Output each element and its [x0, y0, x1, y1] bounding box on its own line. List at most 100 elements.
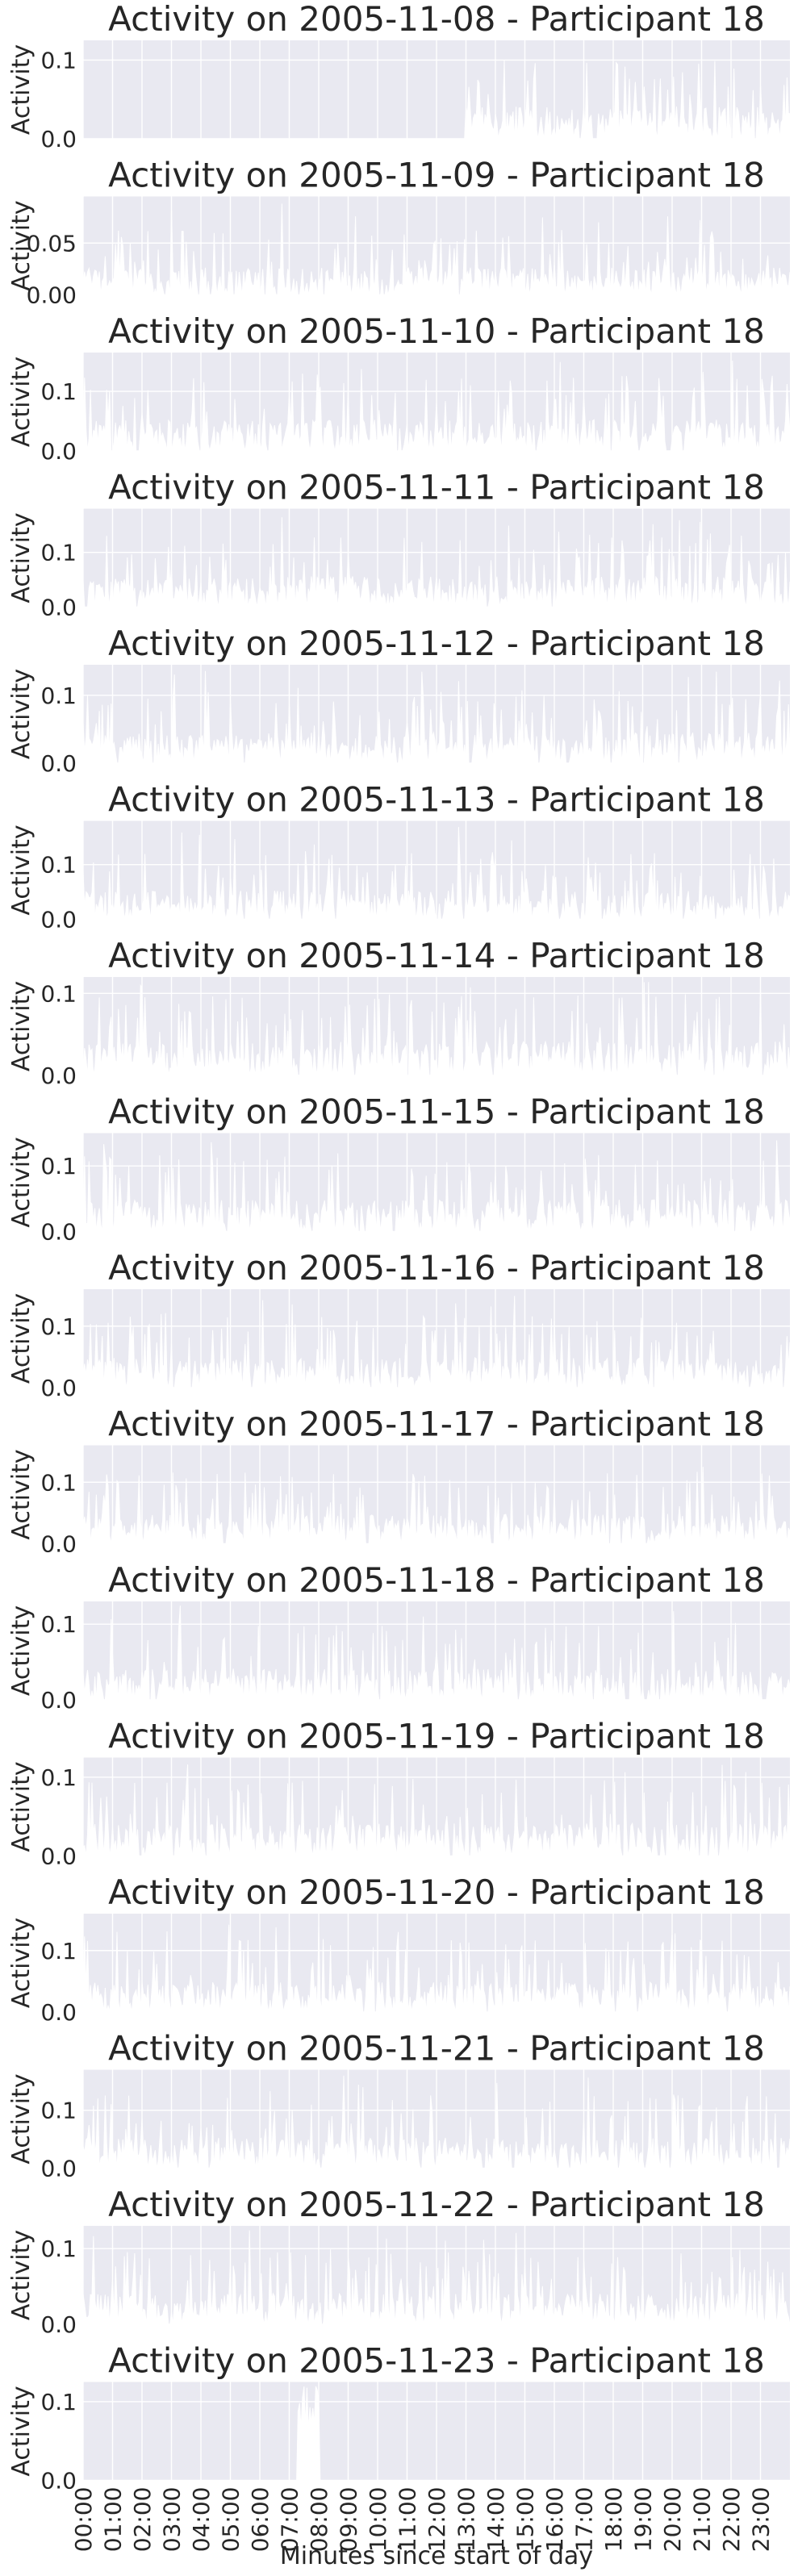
- chart-title: Activity on 2005-11-14 - Participant 18: [108, 936, 765, 975]
- subplot-8: Activity on 2005-11-15 - Participant 18 A…: [7, 1092, 791, 1246]
- activity-series: [82, 1605, 791, 1701]
- chart-title: Activity on 2005-11-08 - Participant 18: [108, 0, 765, 39]
- x-tick-label: 22:00: [718, 2487, 745, 2553]
- subplot-12: Activity on 2005-11-19 - Participant 18 A…: [7, 1717, 791, 1870]
- x-tick-label: 08:00: [306, 2487, 332, 2553]
- subplot-4: Activity on 2005-11-11 - Participant 18 A…: [7, 468, 791, 621]
- activity-series: [82, 2230, 791, 2325]
- chart-title: Activity on 2005-11-13 - Participant 18: [108, 780, 765, 820]
- y-tick-label: 0.0: [40, 907, 77, 933]
- x-tick-label: 15:00: [512, 2487, 539, 2553]
- chart-title: Activity on 2005-11-12 - Participant 18: [108, 624, 765, 663]
- activity-series: [82, 2075, 791, 2169]
- y-tick-label: 0.1: [40, 683, 77, 709]
- y-axis-label: Activity: [7, 357, 36, 447]
- activity-series: [82, 203, 791, 295]
- x-tick-label: 20:00: [659, 2487, 686, 2553]
- y-tick-label: 0.0: [40, 1999, 77, 2026]
- activity-series: [82, 827, 791, 920]
- y-tick-label: 0.0: [40, 750, 77, 777]
- chart-title: Activity on 2005-11-15 - Participant 18: [108, 1092, 765, 1132]
- x-tick-label: 00:00: [70, 2487, 97, 2553]
- y-axis-label: Activity: [7, 1761, 36, 1852]
- x-tick-label: 07:00: [277, 2487, 303, 2553]
- x-tick-label: 23:00: [748, 2487, 775, 2553]
- y-axis-label: Activity: [7, 1449, 36, 1539]
- subplot-6: Activity on 2005-11-13 - Participant 18 A…: [7, 780, 791, 933]
- chart-title: Activity on 2005-11-22 - Participant 18: [108, 2185, 765, 2224]
- x-axis-label: Minutes since start of day: [280, 2542, 593, 2570]
- y-tick-label: 0.1: [40, 378, 77, 405]
- y-axis-label: Activity: [7, 825, 36, 915]
- y-axis-label: Activity: [7, 669, 36, 759]
- y-axis-label: Activity: [7, 2230, 36, 2320]
- y-tick-label: 0.1: [40, 1469, 77, 1496]
- subplot-10: Activity on 2005-11-17 - Participant 18 A…: [7, 1405, 791, 1558]
- y-axis-label: Activity: [7, 200, 36, 290]
- subplot-2: Activity on 2005-11-09 - Participant 18 A…: [7, 156, 791, 309]
- y-axis-label: Activity: [7, 1605, 36, 1696]
- chart-title: Activity on 2005-11-11 - Participant 18: [108, 468, 765, 507]
- activity-series: [82, 1467, 791, 1544]
- x-tick-label: 10:00: [365, 2487, 391, 2553]
- subplot-14: Activity on 2005-11-21 - Participant 18 A…: [7, 2029, 791, 2182]
- x-tick-label: 05:00: [218, 2487, 244, 2553]
- x-tick-label: 21:00: [689, 2487, 716, 2553]
- chart-title: Activity on 2005-11-23 - Participant 18: [108, 2341, 765, 2381]
- y-tick-label: 0.1: [40, 1153, 77, 1179]
- y-tick-label: 0.1: [40, 980, 77, 1007]
- subplot-11: Activity on 2005-11-18 - Participant 18 A…: [7, 1560, 791, 1714]
- chart-title: Activity on 2005-11-10 - Participant 18: [108, 311, 765, 351]
- y-tick-label: 0.0: [40, 126, 77, 152]
- y-axis-label: Activity: [7, 981, 36, 1071]
- subplot-13: Activity on 2005-11-20 - Participant 18 A…: [7, 1873, 791, 2026]
- x-tick-label: 11:00: [395, 2487, 421, 2553]
- activity-series: [82, 982, 791, 1076]
- y-tick-label: 0.0: [40, 1219, 77, 1246]
- x-tick-label: 01:00: [100, 2487, 127, 2553]
- x-tick-label: 13:00: [453, 2487, 480, 2553]
- activity-series: [82, 1764, 791, 1856]
- subplot-16: Activity on 2005-11-23 - Participant 18 A…: [7, 2341, 790, 2495]
- x-tick-label: 12:00: [424, 2487, 450, 2553]
- x-tick-label: 19:00: [630, 2487, 657, 2553]
- y-tick-label: 0.0: [40, 1843, 77, 1870]
- subplot-5: Activity on 2005-11-12 - Participant 18 A…: [7, 624, 791, 777]
- y-tick-label: 0.1: [40, 540, 77, 566]
- chart-title: Activity on 2005-11-19 - Participant 18: [108, 1717, 765, 1756]
- activity-series: [82, 1296, 791, 1388]
- chart-title: Activity on 2005-11-09 - Participant 18: [108, 156, 765, 195]
- y-axis-label: Activity: [7, 44, 36, 135]
- x-tick-label: 06:00: [247, 2487, 274, 2553]
- x-axis: 00:00 01:00 02:00 03:00 04:00 05:00 06:00 07:00…: [70, 2487, 775, 2571]
- subplot-15: Activity on 2005-11-22 - Participant 18 A…: [7, 2185, 791, 2338]
- chart-title: Activity on 2005-11-17 - Participant 18: [108, 1405, 765, 1444]
- chart-title: Activity on 2005-11-20 - Participant 18: [108, 1873, 765, 1912]
- y-tick-label: 0.0: [40, 595, 77, 621]
- y-tick-label: 0.0: [40, 2468, 77, 2495]
- y-axis-label: Activity: [7, 2386, 36, 2476]
- y-tick-label: 0.00: [27, 282, 77, 309]
- y-tick-label: 0.1: [40, 1611, 77, 1638]
- chart-title: Activity on 2005-11-16 - Participant 18: [108, 1248, 765, 1288]
- y-tick-label: 0.1: [40, 1764, 77, 1791]
- y-tick-label: 0.1: [40, 1313, 77, 1340]
- y-tick-label: 0.0: [40, 1687, 77, 1714]
- x-tick-label: 14:00: [483, 2487, 509, 2553]
- activity-series: [82, 1140, 791, 1232]
- y-tick-label: 0.1: [40, 47, 77, 73]
- x-tick-label: 18:00: [600, 2487, 627, 2553]
- x-tick-label: 09:00: [336, 2487, 362, 2553]
- y-tick-label: 0.0: [40, 2156, 77, 2182]
- activity-series: [83, 60, 791, 140]
- subplot-7: Activity on 2005-11-14 - Participant 18 A…: [7, 936, 791, 1089]
- y-tick-label: 0.1: [40, 852, 77, 879]
- x-tick-label: 17:00: [571, 2487, 598, 2553]
- y-tick-label: 0.0: [40, 1375, 77, 1401]
- y-tick-label: 0.1: [40, 2236, 77, 2262]
- y-axis-label: Activity: [7, 512, 36, 603]
- chart-title: Activity on 2005-11-18 - Participant 18: [108, 1560, 765, 1600]
- y-axis-label: Activity: [7, 1918, 36, 2008]
- x-tick-label: 16:00: [541, 2487, 568, 2553]
